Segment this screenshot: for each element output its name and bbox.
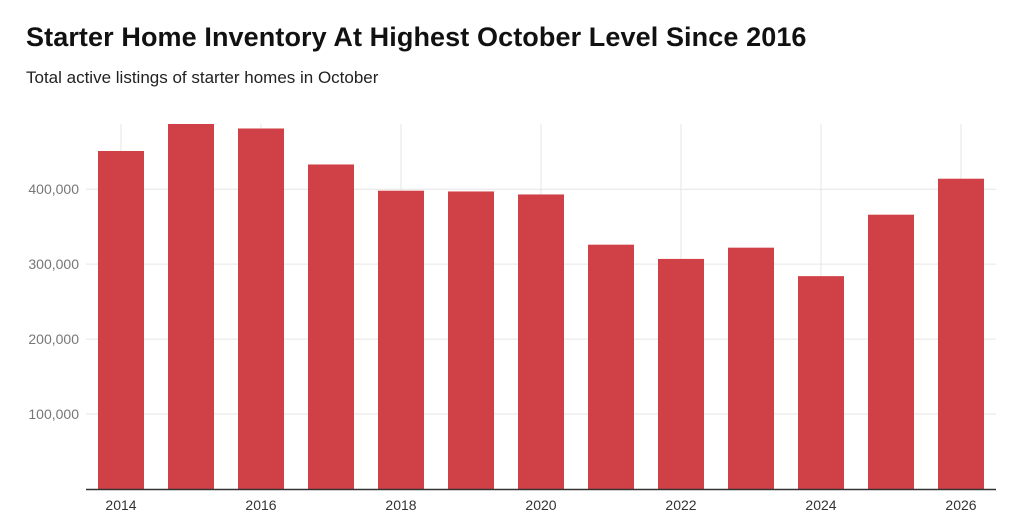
bar-2021: [588, 244, 634, 489]
x-tick-label: 2016: [245, 497, 276, 513]
bar-2020: [518, 194, 564, 489]
chart-title: Starter Home Inventory At Highest Octobe…: [26, 22, 807, 52]
chart-subtitle: Total active listings of starter homes i…: [26, 68, 379, 87]
bar-2025: [868, 214, 914, 490]
bar-2024: [798, 276, 844, 489]
bar-2014: [98, 150, 144, 490]
y-tick-label: 100,000: [28, 406, 79, 422]
bar-2026: [938, 178, 984, 489]
bar-2019: [448, 191, 494, 489]
x-tick-label: 2014: [105, 497, 136, 513]
bar-2023: [728, 247, 774, 489]
y-tick-label: 300,000: [28, 256, 79, 272]
bar-layer: [98, 124, 984, 490]
bar-2017: [308, 164, 354, 489]
x-tick-label: 2026: [945, 497, 976, 513]
y-tick-label: 400,000: [28, 181, 79, 197]
bar-2022: [658, 258, 704, 489]
label-layer: 100,000 200,000 300,000 400,000 2014 2016 2018…: [28, 181, 976, 513]
bar-2016: [238, 128, 284, 489]
x-tick-label: 2024: [805, 497, 836, 513]
bar-2015: [168, 124, 214, 489]
bar-2018: [378, 190, 424, 489]
y-tick-label: 200,000: [28, 331, 79, 347]
x-tick-label: 2018: [385, 497, 416, 513]
x-tick-label: 2022: [665, 497, 696, 513]
x-tick-label: 2020: [525, 497, 556, 513]
